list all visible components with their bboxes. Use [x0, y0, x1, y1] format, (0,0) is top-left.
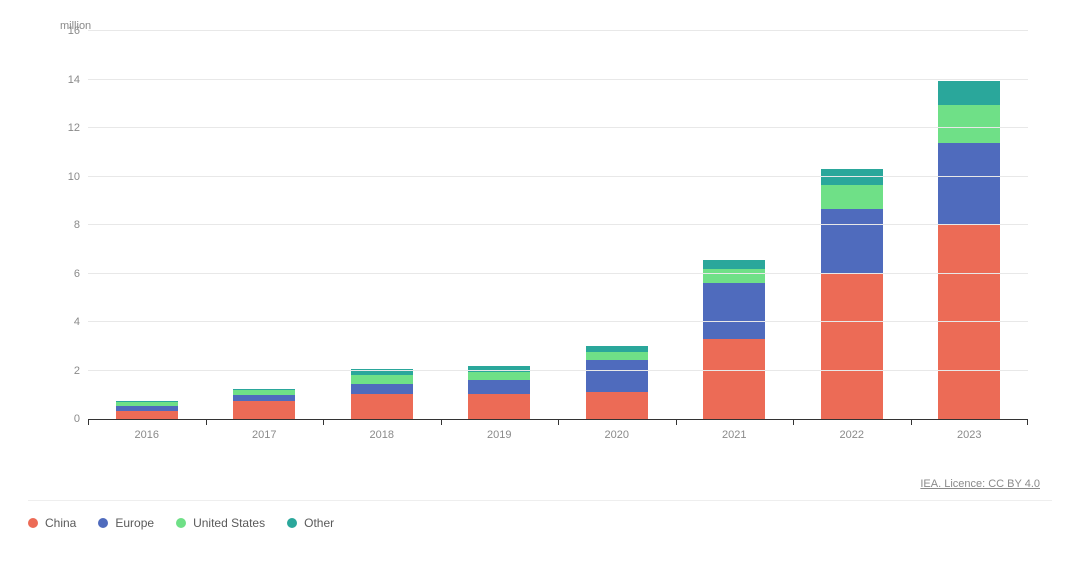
- x-tick-label: 2021: [722, 429, 746, 441]
- x-tick-label: 2018: [370, 429, 394, 441]
- bars-row: 20162017201820192020202120222023: [88, 32, 1028, 419]
- y-tick-label: 0: [74, 413, 80, 425]
- y-tick-label: 16: [68, 25, 80, 37]
- bar-stack: [821, 169, 883, 419]
- legend-label: Other: [304, 516, 334, 530]
- bar-stack: [351, 369, 413, 419]
- bar-segment: [586, 360, 648, 393]
- bar-stack: [586, 346, 648, 419]
- legend-swatch: [28, 518, 38, 528]
- bar-segment: [116, 411, 178, 419]
- bar-segment: [351, 394, 413, 419]
- x-tick-label: 2019: [487, 429, 511, 441]
- legend-label: China: [45, 516, 76, 530]
- divider: [28, 500, 1052, 501]
- bar-slot: 2023: [911, 32, 1029, 419]
- bar-segment: [351, 375, 413, 383]
- bar-segment: [821, 209, 883, 273]
- bar-slot: 2020: [558, 32, 676, 419]
- bar-segment: [938, 225, 1000, 419]
- bar-slot: 2016: [88, 32, 206, 419]
- legend-item: Europe: [98, 516, 154, 530]
- plot-area: 20162017201820192020202120222023 0246810…: [88, 32, 1028, 420]
- legend-label: United States: [193, 516, 265, 530]
- bar-segment: [821, 185, 883, 209]
- bar-segment: [468, 380, 530, 393]
- bar-slot: 2021: [676, 32, 794, 419]
- gridline: [88, 370, 1028, 371]
- legend-item: China: [28, 516, 76, 530]
- bar-segment: [703, 269, 765, 284]
- bar-slot: 2018: [323, 32, 441, 419]
- gridline: [88, 127, 1028, 128]
- bar-stack: [703, 260, 765, 419]
- bar-segment: [233, 401, 295, 419]
- bar-segment: [586, 352, 648, 359]
- legend-label: Europe: [115, 516, 154, 530]
- bar-stack: [116, 401, 178, 419]
- y-tick-label: 2: [74, 365, 80, 377]
- gridline: [88, 30, 1028, 31]
- bar-slot: 2017: [206, 32, 324, 419]
- gridline: [88, 176, 1028, 177]
- bar-segment: [351, 384, 413, 394]
- y-tick-label: 14: [68, 74, 80, 86]
- y-tick-label: 4: [74, 316, 80, 328]
- x-tick-label: 2022: [840, 429, 864, 441]
- bar-stack: [938, 81, 1000, 419]
- legend-swatch: [98, 518, 108, 528]
- legend-item: Other: [287, 516, 334, 530]
- bar-stack: [233, 389, 295, 419]
- gridline: [88, 273, 1028, 274]
- x-tick-label: 2017: [252, 429, 276, 441]
- y-tick-label: 8: [74, 219, 80, 231]
- legend-swatch: [287, 518, 297, 528]
- gridline: [88, 321, 1028, 322]
- bar-segment: [821, 274, 883, 420]
- bar-segment: [703, 260, 765, 268]
- bar-segment: [468, 372, 530, 380]
- legend-swatch: [176, 518, 186, 528]
- bar-slot: 2022: [793, 32, 911, 419]
- bar-stack: [468, 366, 530, 419]
- legend: China Europe United States Other: [28, 516, 334, 530]
- x-tick-label: 2016: [135, 429, 159, 441]
- bar-segment: [938, 81, 1000, 105]
- stacked-bar-chart: million 20162017201820192020202120222023…: [40, 20, 1040, 460]
- bar-segment: [938, 105, 1000, 143]
- bar-segment: [468, 394, 530, 419]
- y-tick-label: 12: [68, 122, 80, 134]
- x-tick-label: 2020: [605, 429, 629, 441]
- attribution-link[interactable]: IEA. Licence: CC BY 4.0: [920, 478, 1040, 490]
- bar-slot: 2019: [441, 32, 559, 419]
- x-tick-label: 2023: [957, 429, 981, 441]
- bar-segment: [821, 169, 883, 185]
- y-tick-label: 10: [68, 171, 80, 183]
- bar-segment: [938, 143, 1000, 225]
- bar-segment: [586, 392, 648, 419]
- gridline: [88, 224, 1028, 225]
- y-tick-label: 6: [74, 268, 80, 280]
- bar-segment: [703, 339, 765, 419]
- bar-segment: [703, 283, 765, 339]
- legend-item: United States: [176, 516, 265, 530]
- gridline: [88, 79, 1028, 80]
